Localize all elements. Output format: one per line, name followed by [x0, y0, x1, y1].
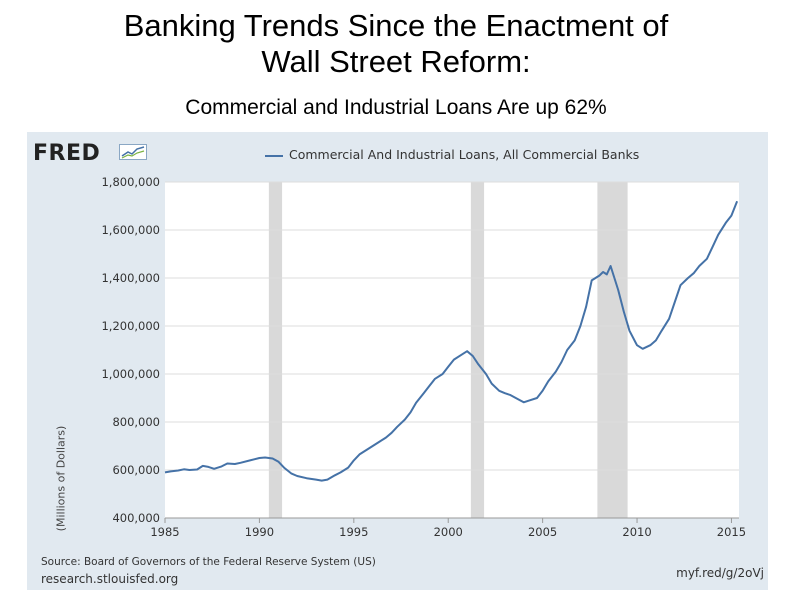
y-tick-label-5: 1,400,000: [101, 271, 160, 285]
y-tick-label-2: 800,000: [112, 415, 160, 429]
x-tick-label-4: 2005: [528, 525, 557, 539]
recession-band-0: [268, 182, 283, 518]
y-tick-label-3: 1,000,000: [101, 367, 160, 381]
slide-title: Banking Trends Since the Enactment of Wa…: [0, 8, 792, 80]
y-tick-label-0: 400,000: [112, 511, 160, 525]
recession-band-1: [470, 182, 485, 518]
legend-line-swatch: [265, 154, 283, 157]
x-tick-label-5: 2010: [622, 525, 651, 539]
y-tick-label-1: 600,000: [112, 463, 160, 477]
series-line: [164, 200, 739, 482]
slide-subtitle: Commercial and Industrial Loans Are up 6…: [185, 96, 607, 119]
source-note: Source: Board of Governors of the Federa…: [41, 556, 376, 568]
recession-band-2: [597, 182, 628, 518]
x-tick-label-0: 1985: [150, 525, 179, 539]
x-tick-label-6: 2015: [717, 525, 746, 539]
y-tick-label-4: 1,200,000: [101, 319, 160, 333]
y-tick-label-6: 1,600,000: [101, 223, 160, 237]
legend-series-label: Commercial And Industrial Loans, All Com…: [289, 147, 640, 162]
plot-area: [165, 182, 739, 518]
x-tick-label-1: 1990: [245, 525, 274, 539]
short-link[interactable]: myf.red/g/2oVj: [676, 566, 764, 580]
chart-legend[interactable]: Commercial And Industrial Loans, All Com…: [265, 147, 639, 162]
x-tick-label-2: 1995: [339, 525, 368, 539]
x-tick-label-3: 2000: [434, 525, 463, 539]
chart-svg: 400,000 600,000 800,000 1,000,000 1,200,000 1…: [101, 175, 746, 539]
fred-logo[interactable]: FRED: [33, 141, 101, 166]
site-link[interactable]: research.stlouisfed.org: [41, 572, 179, 586]
fred-trend-icon: [119, 144, 147, 160]
fred-chart-panel: 400,000 600,000 800,000 1,000,000 1,200,000 1…: [27, 132, 768, 590]
y-axis-label: (Millions of Dollars): [54, 425, 68, 532]
slide-title-line-1: Banking Trends Since the Enactment of: [123, 8, 669, 43]
slide-title-line-2: Wall Street Reform:: [261, 44, 531, 79]
y-tick-label-7: 1,800,000: [101, 175, 160, 189]
